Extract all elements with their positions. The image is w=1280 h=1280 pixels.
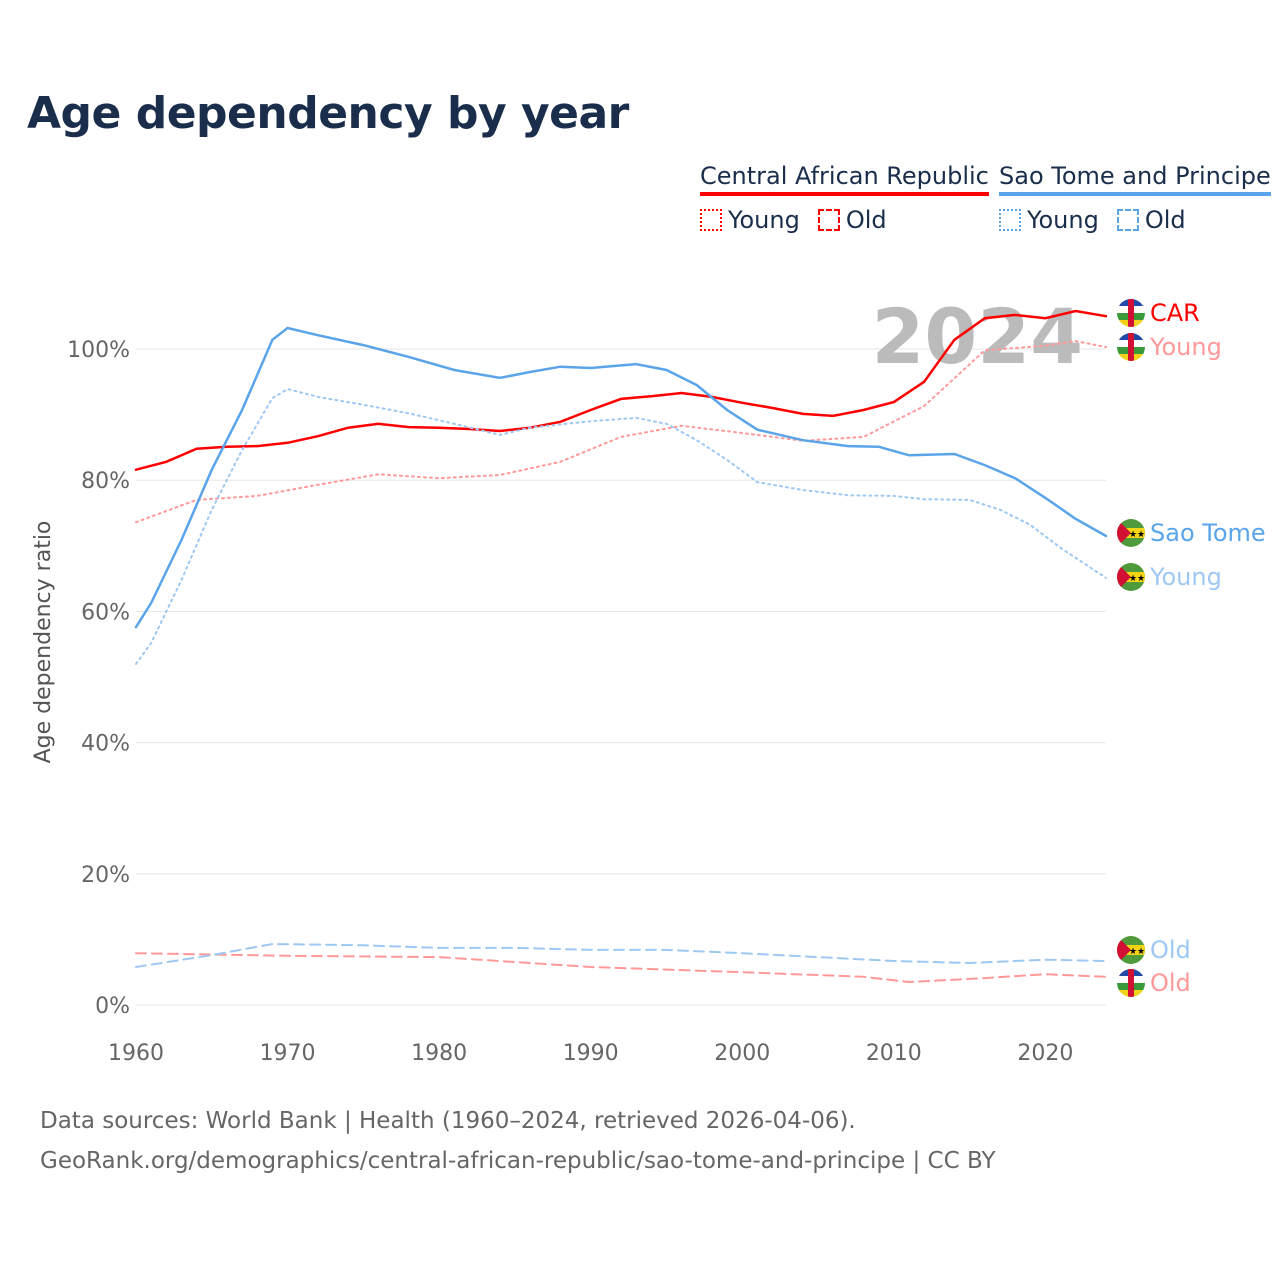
x-tick-label: 1980 [411,1041,467,1066]
stp-flag-icon: ★★ [1117,563,1145,591]
legend-stp-young[interactable]: Young [1027,206,1099,234]
series-end-label: Young [1149,333,1222,361]
legend-stp[interactable]: Sao Tome and Principe Young Old [999,162,1271,234]
y-tick-label: 20% [81,863,130,888]
dotted-swatch-icon [700,209,722,231]
flag-body: ★★ [1117,563,1145,591]
flag-band [1128,299,1134,327]
source-line-2[interactable]: GeoRank.org/demographics/central-african… [40,1148,996,1174]
flag-body [1117,969,1145,997]
series-line-car [134,309,1108,471]
stp-flag-icon: ★★ [1117,519,1145,547]
x-tick-label: 2010 [866,1041,922,1066]
legend-car[interactable]: Central African Republic Young Old [700,162,989,234]
flag-band [1128,333,1134,361]
x-tick-label: 1960 [108,1041,164,1066]
flag-body: ★★ [1117,936,1145,964]
legend-stp-name: Sao Tome and Principe [999,162,1271,196]
flag-band [1128,969,1134,997]
car-flag-icon [1117,299,1145,327]
series-end-label: CAR [1150,299,1200,327]
series-line-sao-tome-young [135,387,1107,665]
series-end-label: Sao Tome [1150,519,1266,547]
series-end-label: Old [1150,936,1191,964]
flag-body [1117,333,1145,361]
legend-stp-old[interactable]: Old [1144,206,1186,234]
y-tick-label: 100% [67,338,130,363]
flag-triangle [1117,936,1131,964]
x-tick-label: 2000 [714,1041,770,1066]
series-end-label: Old [1150,969,1191,997]
y-tick-label: 40% [81,732,130,757]
dashed-swatch-icon [817,209,840,231]
y-tick-label: 0% [95,994,130,1019]
legend-car-young[interactable]: Young [728,206,800,234]
source-line-1: Data sources: World Bank | Health (1960–… [40,1108,856,1134]
dotted-swatch-icon [999,209,1021,231]
flag-stars: ★★ [1129,574,1145,584]
flag-stars: ★★ [1129,530,1145,540]
flag-body: ★★ [1117,519,1145,547]
legend-car-old[interactable]: Old [845,206,887,234]
x-tick-label: 1990 [563,1041,619,1066]
car-flag-icon [1117,333,1145,361]
series-line-sao-tome [134,326,1108,629]
series-end-label: Young [1149,563,1222,591]
flag-body [1117,299,1145,327]
dashed-swatch-icon [1116,209,1139,231]
y-axis-label: Age dependency ratio [31,521,56,764]
flag-stars: ★★ [1129,947,1145,957]
series-line-sao-tome-old [135,942,1107,968]
series-line-car-old [135,952,1107,984]
stp-flag-icon: ★★ [1117,936,1145,964]
x-tick-label: 1970 [260,1041,316,1066]
car-flag-icon [1117,969,1145,997]
y-tick-label: 80% [81,469,130,494]
chart-title: Age dependency by year [27,88,629,139]
series-line-car-young [135,340,1107,524]
x-tick-label: 2020 [1017,1041,1073,1066]
y-tick-label: 60% [81,600,130,625]
flag-triangle [1117,563,1131,591]
flag-triangle [1117,519,1131,547]
year-watermark: 2024 [871,292,1083,381]
legend-car-name: Central African Republic [700,162,989,196]
